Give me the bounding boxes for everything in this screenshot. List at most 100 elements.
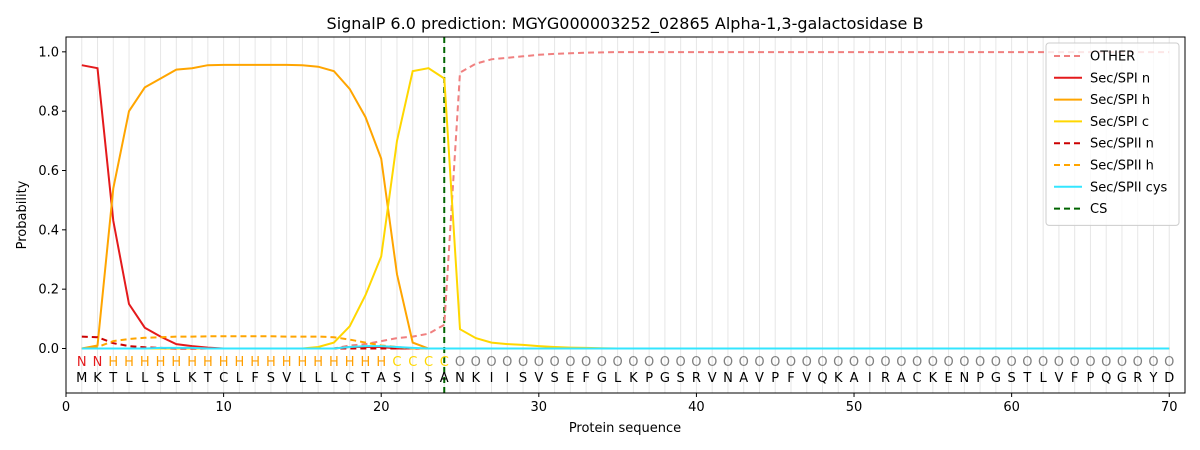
region-label: H (361, 355, 371, 370)
residue-letter: K (472, 371, 481, 386)
y-tick-label: 0.8 (38, 105, 59, 120)
region-label: O (991, 355, 1001, 370)
region-label: H (219, 355, 229, 370)
legend-label: Sec/SPII n (1090, 137, 1154, 152)
legend-label: CS (1090, 202, 1107, 217)
residue-letter: S (1008, 371, 1016, 386)
series-line-sec-spii-cys (81, 345, 1170, 350)
residue-letter: T (203, 371, 212, 386)
x-tick-label: 30 (531, 400, 548, 415)
residue-letter: S (519, 371, 527, 386)
residue-letter: V (1054, 371, 1063, 386)
residue-letter: S (267, 371, 275, 386)
region-label: O (644, 355, 654, 370)
residue-letter: F (251, 371, 258, 386)
residue-letter: C (345, 371, 354, 386)
region-label: O (754, 355, 764, 370)
residue-letter: L (330, 371, 338, 386)
region-label: O (739, 355, 749, 370)
region-label: O (597, 355, 607, 370)
x-tick-label: 10 (215, 400, 232, 415)
region-label: O (1164, 355, 1174, 370)
residue-letter: A (377, 371, 386, 386)
residue-letter: T (108, 371, 117, 386)
residue-letter: K (834, 371, 843, 386)
region-label: O (471, 355, 481, 370)
residue-letter: G (597, 371, 607, 386)
residue-letter: M (76, 371, 87, 386)
region-label: O (1070, 355, 1080, 370)
region-label: O (1038, 355, 1048, 370)
region-label: N (77, 355, 87, 370)
region-label: O (1101, 355, 1111, 370)
region-label: H (282, 355, 292, 370)
region-label: O (691, 355, 701, 370)
legend-box (1045, 42, 1180, 226)
residue-letter: S (677, 371, 685, 386)
residue-letter: I (490, 371, 494, 386)
region-label: H (124, 355, 134, 370)
residue-letter: G (1117, 371, 1127, 386)
region-label: H (313, 355, 323, 370)
residue-letter: P (976, 371, 984, 386)
region-label: O (518, 355, 528, 370)
residue-letter: T (1022, 371, 1031, 386)
residue-letter: V (708, 371, 717, 386)
residue-letter: P (645, 371, 653, 386)
x-tick-label: 40 (688, 400, 705, 415)
region-label: O (549, 355, 559, 370)
region-label: O (707, 355, 717, 370)
residue-letter: V (282, 371, 291, 386)
x-tick-label: 70 (1161, 400, 1178, 415)
region-label: H (376, 355, 386, 370)
residue-letter: G (660, 371, 670, 386)
residue-letter: V (802, 371, 811, 386)
region-label: O (1148, 355, 1158, 370)
legend-label: Sec/SPII h (1090, 159, 1154, 174)
region-label: H (234, 355, 244, 370)
region-label: O (817, 355, 827, 370)
y-tick-label: 0.2 (38, 283, 59, 298)
x-axis-label: Protein sequence (569, 421, 681, 436)
residue-letter: R (881, 371, 890, 386)
legend: OTHER Sec/SPI n Sec/SPI h Sec/SPI c Sec/SPII… (1045, 42, 1180, 226)
axes-layer: 0 10 20 30 40 50 60 70 0.0 0.2 0.4 0.6 0.8 1.0 (38, 45, 1177, 415)
x-tick-label: 60 (1003, 400, 1020, 415)
region-label: O (786, 355, 796, 370)
residue-letter: S (156, 371, 164, 386)
region-label: O (1022, 355, 1032, 370)
residue-letter: S (550, 371, 558, 386)
residue-letter: A (739, 371, 748, 386)
residue-letter: L (315, 371, 323, 386)
residue-letter: I (505, 371, 509, 386)
residue-letter: V (755, 371, 764, 386)
residue-letter: C (219, 371, 228, 386)
legend-label: Sec/SPI c (1090, 115, 1149, 130)
region-label: O (1085, 355, 1095, 370)
residue-letter: Y (1149, 371, 1158, 386)
residue-letter: E (944, 371, 952, 386)
residue-letter: P (771, 371, 779, 386)
residue-letter: S (424, 371, 432, 386)
region-label: O (660, 355, 670, 370)
residue-letter: Q (1101, 371, 1111, 386)
region-label: H (171, 355, 181, 370)
residue-letter: F (787, 371, 794, 386)
y-axis-label: Probability (15, 180, 30, 249)
residue-letter: A (440, 371, 449, 386)
region-label: O (1007, 355, 1017, 370)
residue-letter: R (692, 371, 701, 386)
region-label: O (613, 355, 623, 370)
series-layer (81, 51, 1170, 350)
chart-title: SignalP 6.0 prediction: MGYG000003252_02… (327, 14, 924, 34)
residue-letter: K (188, 371, 197, 386)
region-label: O (1054, 355, 1064, 370)
region-label: O (1133, 355, 1143, 370)
region-label: O (628, 355, 638, 370)
residue-letter: L (299, 371, 307, 386)
residue-letter: L (173, 371, 181, 386)
residue-letter: P (1087, 371, 1095, 386)
residue-letter: S (393, 371, 401, 386)
legend-label: Sec/SPI h (1090, 93, 1150, 108)
